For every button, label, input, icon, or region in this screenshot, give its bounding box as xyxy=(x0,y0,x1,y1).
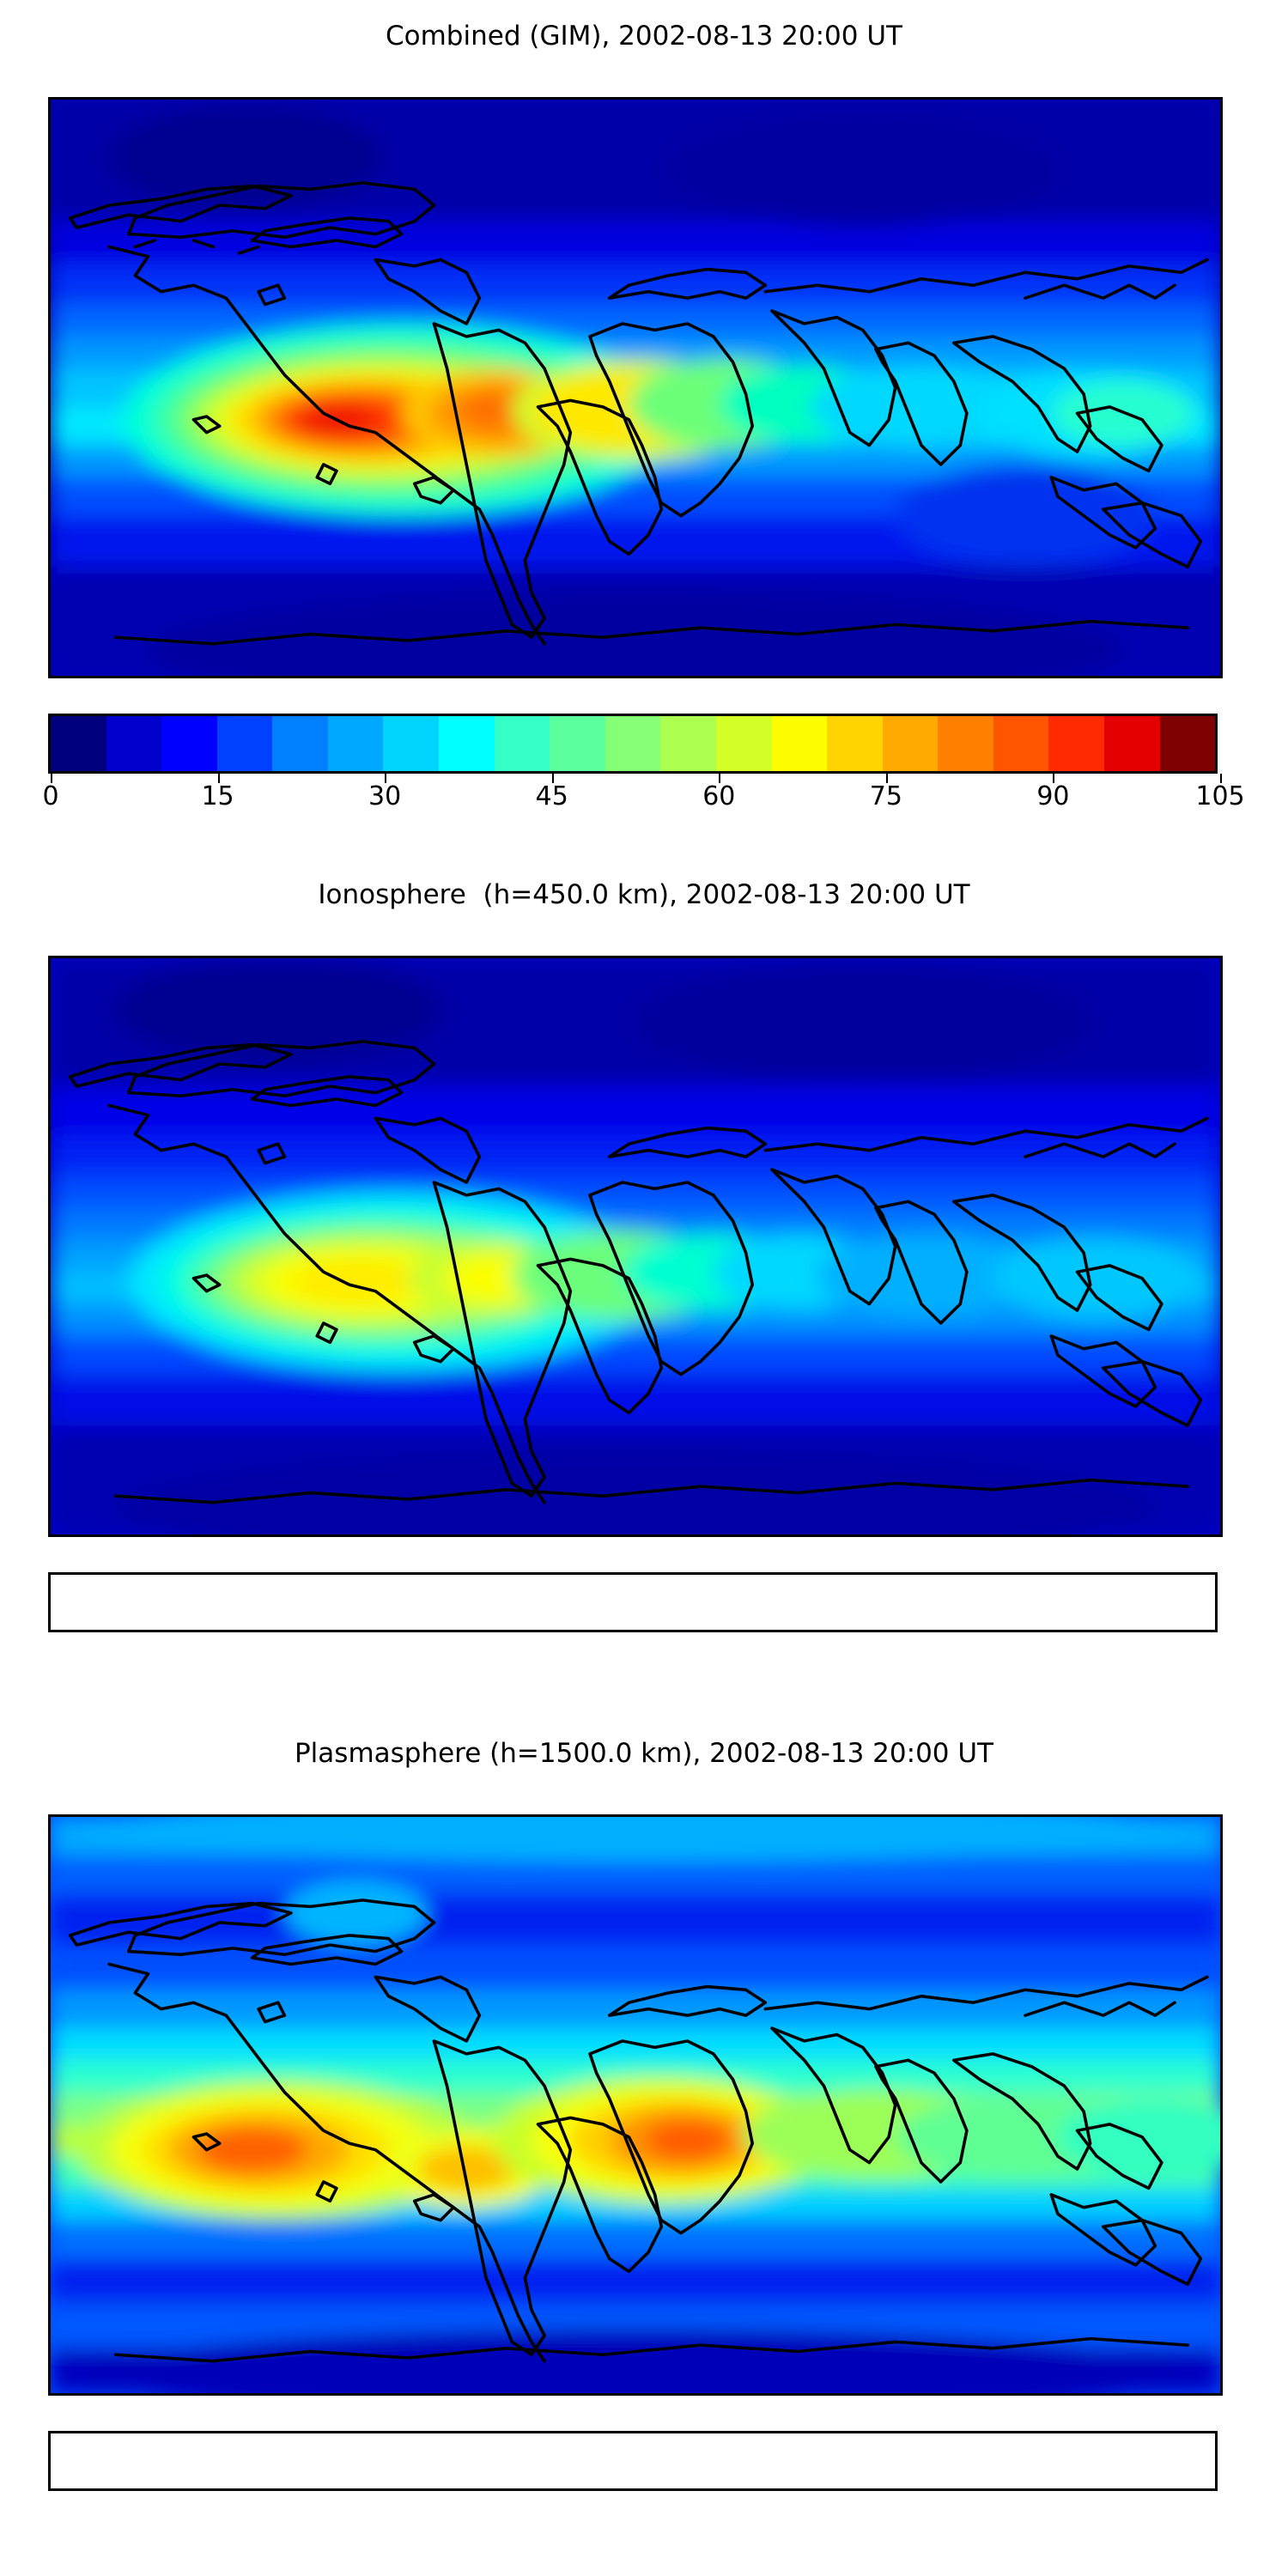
colorbar-tick-label: 60 xyxy=(702,781,736,811)
colorbar-tick-label: 90 xyxy=(1036,781,1070,811)
colorbar-ionosphere xyxy=(48,1572,1218,1670)
colorbar-segment xyxy=(383,716,440,771)
colorbar-tick-label: 45 xyxy=(535,781,568,811)
colorbar-tick-mark xyxy=(1053,774,1055,783)
coastlines-ionosphere xyxy=(68,1040,1209,1504)
colorbar-tick-mark xyxy=(1220,774,1222,783)
colorbar-segment xyxy=(494,716,550,771)
colorbar-segment xyxy=(882,716,939,771)
coastlines-combined xyxy=(68,181,1209,646)
colorbar-segment xyxy=(550,716,605,771)
colorbar-segment xyxy=(938,716,993,771)
map-svg-combined xyxy=(51,100,1220,676)
panel-title-plasmasphere: Plasmasphere (h=1500.0 km), 2002-08-13 2… xyxy=(294,1738,993,1769)
colorbar-ticks-plasmasphere xyxy=(48,2491,1218,2529)
colorbar-tick-mark xyxy=(719,774,721,783)
colorbar-segment xyxy=(1103,716,1160,771)
colorbar-segment xyxy=(1159,716,1216,771)
panel-title-combined: Combined (GIM), 2002-08-13 20:00 UT xyxy=(386,21,902,52)
map-canvas-plasmasphere xyxy=(51,1817,1220,2393)
panel-title-ionosphere: Ionosphere (h=450.0 km), 2002-08-13 20:0… xyxy=(318,879,970,910)
map-svg-ionosphere xyxy=(51,958,1220,1534)
colorbar-combined: 0 15 30 45 60 75 90 105 xyxy=(42,714,1245,811)
colorbar-segment xyxy=(439,716,495,771)
colorbar-tick-mark xyxy=(551,774,554,783)
colorbar-tick-label: 75 xyxy=(869,781,902,811)
colorbar-tick-mark xyxy=(51,774,52,783)
colorbar-ticks-ionosphere xyxy=(48,1632,1218,1670)
colorbar-segment xyxy=(51,716,106,771)
colorbar-segment xyxy=(272,716,328,771)
colorbar-segment xyxy=(993,716,1049,771)
colorbar-segment xyxy=(771,716,828,771)
colorbar-tick-label: 0 xyxy=(42,781,59,811)
map-ionosphere xyxy=(48,956,1223,1537)
colorbar-segment xyxy=(161,716,217,771)
colorbar-tick-label: 30 xyxy=(368,781,402,811)
colorbar-segment xyxy=(605,716,661,771)
map-combined-gim xyxy=(48,97,1223,678)
colorbar-segment xyxy=(1048,716,1104,771)
colorbar-tick-mark xyxy=(885,774,888,783)
colorbar-segment xyxy=(715,716,772,771)
colorbar-segment xyxy=(106,716,162,771)
colorbar-tick-mark xyxy=(217,774,220,783)
coastlines-plasmasphere xyxy=(68,1899,1209,2363)
map-plasmasphere xyxy=(48,1814,1223,2396)
colorbar-segment xyxy=(827,716,883,771)
colorbar-strip-plasmasphere xyxy=(48,2431,1218,2491)
colorbar-segment xyxy=(660,716,716,771)
map-canvas-ionosphere xyxy=(51,958,1220,1534)
colorbar-strip-combined xyxy=(48,714,1218,774)
colorbar-segment xyxy=(327,716,384,771)
colorbar-strip-ionosphere xyxy=(48,1572,1218,1632)
map-canvas-combined xyxy=(51,100,1220,676)
colorbar-ticks-combined: 0 15 30 45 60 75 90 105 xyxy=(42,774,1245,811)
map-svg-plasmasphere xyxy=(51,1817,1220,2393)
colorbar-plasmasphere xyxy=(48,2431,1218,2529)
colorbar-tick-label: 105 xyxy=(1195,781,1245,811)
colorbar-segment xyxy=(216,716,273,771)
colorbar-tick-label: 15 xyxy=(201,781,234,811)
colorbar-tick-mark xyxy=(385,774,387,783)
